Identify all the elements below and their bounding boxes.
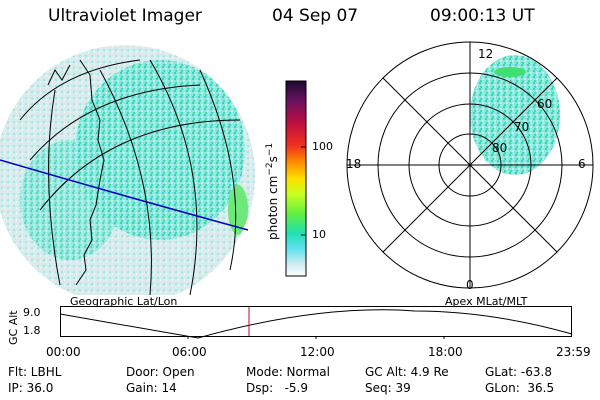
seq-info: Seq: 39 [365, 381, 411, 395]
colorbar-tick-100: 100 [312, 140, 333, 153]
altitude-ytick-bottom: 1.8 [23, 324, 41, 337]
altitude-ylabel: GC Alt [7, 310, 20, 345]
gc-alt-info: GC Alt: 4.9 Re [365, 365, 449, 379]
polar-plot [346, 41, 594, 289]
date-label: 04 Sep 07 [272, 6, 359, 26]
geographic-frame-label: Geographic Lat/Lon [70, 295, 178, 308]
geographic-image [0, 45, 255, 295]
mlat-60-label: 60 [537, 97, 553, 111]
apex-frame-label: Apex MLat/MLT [445, 295, 528, 308]
time-tick-4: 23:59 [556, 345, 591, 359]
mlt-12-label: 12 [478, 47, 494, 61]
time-tick-3: 18:00 [428, 345, 463, 359]
mlt-18-label: 18 [346, 157, 362, 171]
mlat-80-label: 80 [492, 141, 508, 155]
gain-info: Gain: 14 [126, 381, 177, 395]
time-tick-1: 06:00 [172, 345, 207, 359]
unit-base: photon cm [266, 175, 280, 240]
time-label: 09:00:13 UT [430, 6, 535, 26]
unit-exp1: −2 [265, 162, 275, 176]
mlt-6-label: 6 [578, 157, 586, 171]
colorbar-tick-10: 10 [312, 228, 326, 241]
altitude-strip [60, 306, 573, 339]
unit-mid: s [266, 156, 280, 163]
altitude-ytick-top: 9.0 [23, 306, 41, 319]
time-tick-2: 12:00 [300, 345, 335, 359]
dsp-info: Dsp: -5.9 [246, 381, 309, 395]
unit-exp2: −1 [265, 142, 275, 157]
mlt-0-label: 0 [466, 278, 474, 292]
door-info: Door: Open [126, 365, 195, 379]
ip-info: IP: 36.0 [8, 381, 54, 395]
colorbar [285, 80, 307, 277]
glat-info: GLat: -63.8 [485, 365, 552, 379]
filter-info: Flt: LBHL [8, 365, 62, 379]
glon-info: GLon: 36.5 [485, 381, 555, 395]
instrument-title: Ultraviolet Imager [48, 6, 202, 26]
colorbar-unit-label: photon cm−2s−1 [265, 143, 280, 240]
time-tick-0: 00:00 [46, 345, 81, 359]
mode-info: Mode: Normal [246, 365, 330, 379]
mlat-70-label: 70 [514, 120, 530, 134]
